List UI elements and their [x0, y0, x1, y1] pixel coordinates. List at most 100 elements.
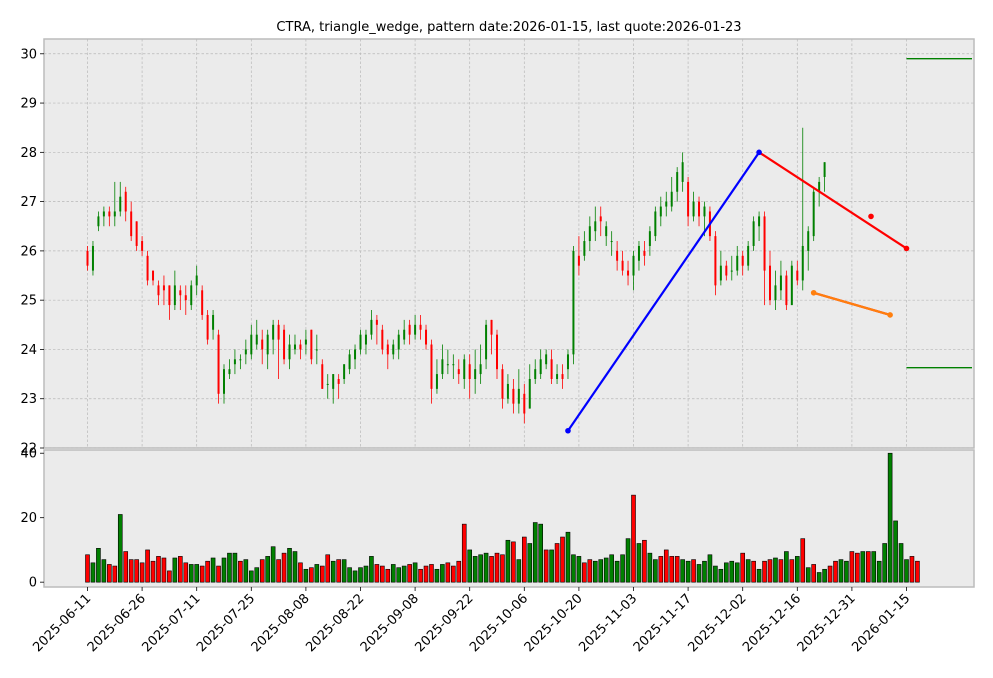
volume-bar: [325, 554, 331, 583]
volume-bar: [445, 562, 451, 583]
candle-body: [485, 324, 488, 360]
volume-bars: [85, 452, 920, 583]
candle-body: [359, 334, 362, 350]
candle-body: [566, 354, 569, 370]
volume-bar: [696, 564, 702, 583]
candle-body: [190, 285, 193, 306]
volume-bar: [653, 559, 658, 583]
candle-body: [321, 364, 324, 389]
volume-bar: [341, 559, 347, 583]
candle-body: [168, 285, 171, 306]
volume-bar: [882, 543, 887, 583]
candle-body: [375, 319, 378, 325]
candle-body: [556, 374, 559, 380]
volume-bar: [194, 564, 199, 583]
candle-body: [435, 374, 438, 389]
volume-bar: [516, 559, 522, 583]
candle-body: [605, 226, 608, 237]
volume-bar: [909, 556, 915, 583]
candle-body: [763, 216, 766, 271]
pattern-line: [758, 151, 908, 250]
candle-body: [648, 231, 651, 246]
volume-bar: [631, 494, 636, 583]
volume-bar: [865, 551, 871, 583]
volume-bar: [352, 570, 358, 583]
volume-bar: [527, 543, 533, 583]
volume-bar: [440, 564, 445, 583]
pattern-line: [567, 151, 760, 432]
volume-bar: [915, 560, 920, 583]
price-y-tick-label: 22: [20, 442, 37, 457]
volume-bar: [199, 565, 205, 583]
candle-body: [364, 334, 367, 345]
volume-bar: [609, 554, 614, 583]
volume-bar: [718, 568, 724, 583]
candle-body: [523, 393, 526, 414]
candle-body: [162, 285, 165, 291]
candle-body: [698, 201, 701, 217]
volume-bar: [816, 572, 822, 583]
candle-body: [370, 319, 373, 335]
candle-body: [332, 374, 335, 389]
volume-bar: [369, 556, 374, 583]
volume-bar: [429, 564, 434, 583]
volume-bar: [702, 560, 707, 583]
candle-body: [310, 329, 313, 360]
volume-y-tick-label: 20: [20, 511, 37, 526]
volume-bar: [887, 452, 893, 583]
volume-bar: [434, 568, 440, 583]
candle-body: [550, 359, 553, 380]
pattern-point: [810, 289, 817, 296]
volume-bar: [876, 560, 882, 583]
candle-body: [441, 359, 444, 375]
volume-y-tick-label: 0: [29, 576, 37, 591]
volume-bar: [805, 567, 811, 583]
chart-title: CTRA, triangle_wedge, pattern date:2026-…: [276, 20, 741, 35]
volume-bar: [663, 549, 669, 583]
volume-bar: [309, 567, 314, 583]
volume-bar: [461, 523, 467, 583]
candle-body: [430, 344, 433, 389]
candle-body: [223, 369, 225, 394]
volume-bar: [210, 557, 216, 583]
candle-body: [594, 221, 597, 232]
volume-y-tick-label: 40: [20, 447, 37, 462]
candle-body: [130, 211, 133, 237]
pattern-point: [887, 312, 893, 318]
volume-bar: [489, 556, 494, 583]
candle-body: [108, 211, 111, 217]
volume-bar: [330, 560, 336, 583]
price-panel-background: [43, 38, 975, 449]
volume-bar: [511, 541, 516, 583]
volume-bar: [598, 559, 604, 583]
volume-bar: [592, 560, 598, 583]
candle-body: [152, 270, 155, 281]
price-y-tick-label: 29: [20, 97, 37, 112]
candle-body: [676, 172, 679, 192]
volume-bar: [188, 564, 194, 583]
volume-bar: [156, 556, 161, 583]
volume-bar: [363, 565, 369, 583]
volume-bar: [139, 562, 145, 583]
volume-bar: [773, 557, 778, 583]
volume-bar: [172, 557, 178, 583]
volume-bar: [827, 565, 833, 583]
price-y-tick-label: 24: [20, 343, 37, 358]
candle-body: [654, 211, 657, 237]
candle-body: [796, 270, 799, 281]
volume-bar: [500, 554, 505, 583]
volume-bar: [128, 559, 134, 583]
volume-bar: [85, 554, 90, 583]
volume-bar: [112, 565, 118, 583]
volume-bar: [423, 565, 429, 583]
candle-body: [419, 324, 422, 330]
volume-bar: [871, 551, 877, 583]
candle-body: [408, 324, 411, 335]
volume-bar: [794, 556, 800, 583]
candle-body: [752, 221, 755, 246]
volume-bar: [625, 538, 631, 583]
candle-body: [561, 374, 564, 380]
x-axis: 2025-06-112025-06-262025-07-112025-07-25…: [30, 587, 913, 655]
candle-body: [610, 241, 613, 243]
